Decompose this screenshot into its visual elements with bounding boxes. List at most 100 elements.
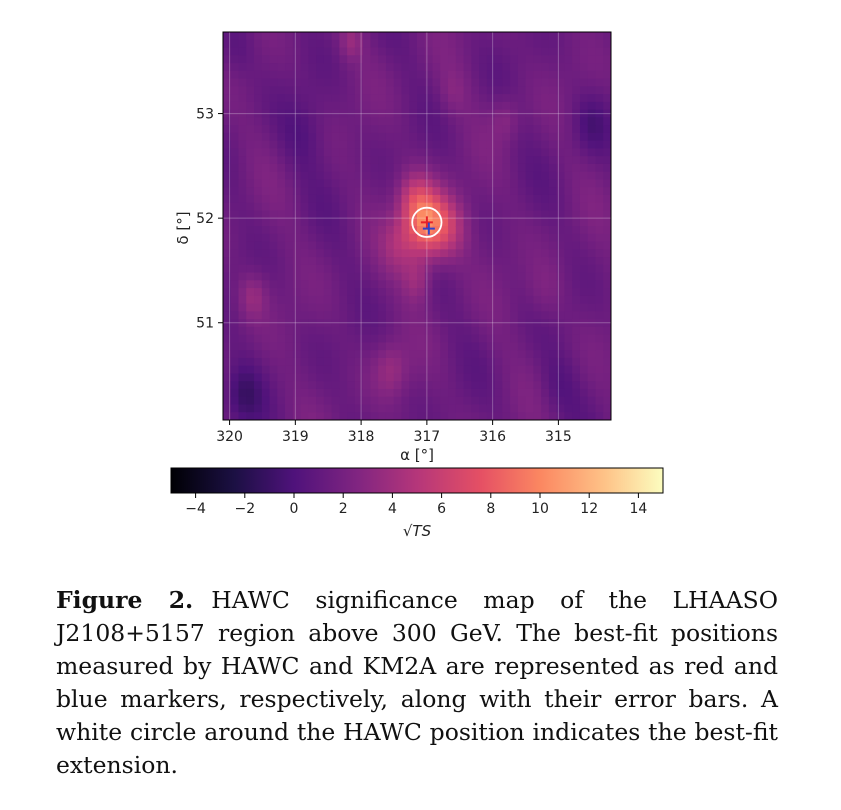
heatmap-cell [579,412,589,420]
heatmap-cell [525,357,534,367]
heatmap-cell [292,373,302,382]
heatmap-cell [486,272,496,281]
heatmap-cell [448,210,457,219]
heatmap-cell [417,47,426,56]
heatmap-cell [393,388,403,398]
heatmap-cell [510,303,519,312]
heatmap-cell [223,264,232,274]
heatmap-cell [277,326,286,336]
heatmap-cell [370,156,379,165]
heatmap-cell [463,117,472,126]
heatmap-cell [370,303,379,312]
heatmap-cell [261,303,271,312]
heatmap-cell [277,319,286,328]
heatmap-cell [401,140,410,149]
heatmap-cell [354,101,364,111]
heatmap-cell [354,272,364,281]
heatmap-cell [254,388,263,398]
heatmap-cell [385,303,395,312]
heatmap-cell [230,125,240,134]
heatmap-cell [548,365,558,375]
heatmap-cell [448,109,457,118]
heatmap-cell [238,63,247,72]
heatmap-cell [246,404,255,413]
colorbar: −4 −2 0 2 4 6 8 10 12 14 √TS [170,467,664,540]
heatmap-cell [440,202,449,212]
heatmap-cell [285,63,294,72]
heatmap-cell [572,117,581,126]
heatmap-cell [587,125,597,134]
heatmap-cell [595,272,604,281]
heatmap-cell [362,70,372,80]
heatmap-cell [440,140,449,149]
heatmap-cell [603,32,611,41]
heatmap-cell [424,365,434,375]
heatmap-cell [533,63,542,72]
heatmap-cell [525,55,534,64]
heatmap-cell [362,117,372,126]
x-tick-label: 315 [545,429,572,445]
heatmap-cell [525,171,534,181]
heatmap-cell [269,210,278,219]
heatmap-cell [417,226,426,235]
heatmap-cell [261,249,271,258]
heatmap-cell [238,86,247,95]
heatmap-cell [448,32,457,41]
heatmap-cell [316,32,325,41]
heatmap-cell [254,194,263,204]
heatmap-cell [587,47,597,56]
heatmap-cell [393,257,403,266]
heatmap-cell [223,78,232,87]
heatmap-cell [393,365,403,375]
heatmap-cell [277,350,286,359]
heatmap-cell [354,288,364,297]
heatmap-cell [603,202,611,212]
heatmap-cell [316,272,325,281]
heatmap-cell [347,94,356,103]
heatmap-cell [331,86,340,95]
heatmap-cell [370,280,379,289]
heatmap-cell [401,233,410,243]
heatmap-cell [603,101,611,111]
heatmap-cell [564,47,573,56]
heatmap-cell [440,132,449,142]
heatmap-cell [261,365,271,375]
heatmap-cell [323,194,333,204]
heatmap-cell [385,388,395,398]
heatmap-cell [510,396,519,406]
heatmap-cell [347,365,356,375]
heatmap-cell [510,280,519,289]
heatmap-cell [432,357,441,367]
heatmap-cell [448,94,457,103]
heatmap-cell [548,350,558,359]
heatmap-cell [548,218,558,227]
heatmap-cell [424,334,434,343]
heatmap-cell [308,365,317,375]
heatmap-cell [486,125,496,134]
heatmap-cell [354,218,364,227]
heatmap-cell [564,373,573,382]
heatmap-cell [556,94,566,103]
heatmap-cell [517,303,527,312]
heatmap-cell [587,156,597,165]
figure-caption: Figure 2. HAWC significance map of the LH… [56,584,778,782]
heatmap-cell [595,233,604,243]
heatmap-cell [370,218,379,227]
heatmap-cell [300,187,309,196]
heatmap-cell [230,388,240,398]
heatmap-cell [502,55,511,64]
heatmap-cell [455,319,465,328]
heatmap-cell [339,47,348,56]
heatmap-cell [486,78,496,87]
heatmap-cell [401,350,410,359]
heatmap-cell [432,404,441,413]
heatmap-cell [556,241,566,250]
heatmap-cell [292,187,302,196]
heatmap-cell [378,125,387,134]
heatmap-cell [277,78,286,87]
heatmap-cell [525,319,534,328]
heatmap-cell [292,381,302,390]
heatmap-cell [354,373,364,382]
heatmap-cell [223,373,232,382]
heatmap-cell [378,187,387,196]
